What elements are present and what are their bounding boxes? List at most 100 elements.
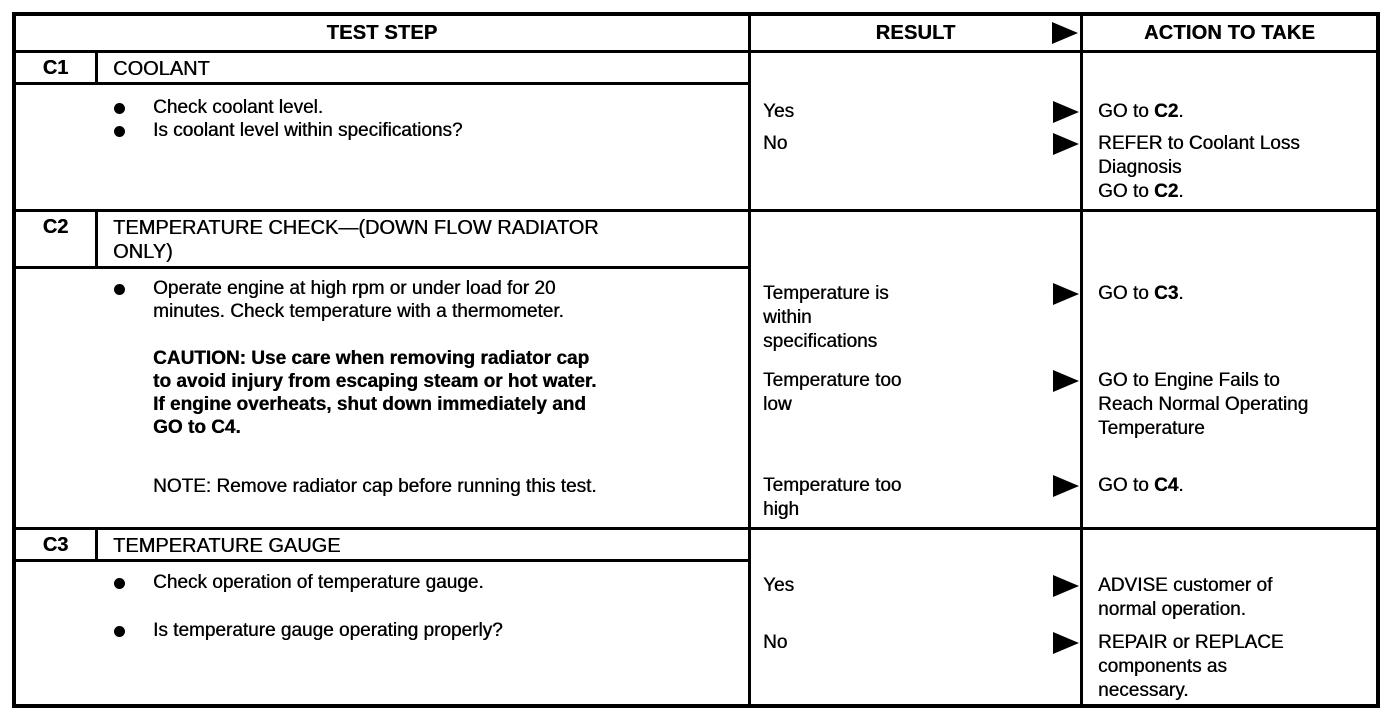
action-text-line: ADVISE customer of [1098, 575, 1273, 596]
bullet-icon [114, 284, 125, 295]
result-action-area: Temperature is within specifications GO to … [751, 212, 1376, 527]
result-text-line: Temperature is [763, 283, 889, 304]
result-arrow-icon [1053, 475, 1079, 497]
bullet-icon [114, 126, 125, 137]
bullet-text-line: Check operation of temperature gauge. [153, 572, 484, 593]
result-text-line: specifications [763, 331, 878, 352]
step-title: COOLANT [98, 53, 748, 82]
note-line: NOTE: Remove radiator cap before running… [153, 476, 597, 497]
bullet-item: Check coolant level. [16, 96, 748, 119]
step-title-row: C1 COOLANT [16, 53, 748, 85]
action-cell: ADVISE customer of normal operation. [1080, 574, 1376, 622]
note-text: NOTE: Remove radiator cap before running… [153, 475, 678, 498]
result-action-area: Yes ADVISE customer of normal operation. No… [751, 530, 1376, 704]
caution-line: to avoid injury from escaping steam or h… [153, 371, 597, 392]
bullet-text-line: Operate engine at high rpm or under load… [153, 278, 556, 299]
action-header-label: ACTION TO TAKE [1144, 21, 1315, 44]
action-text-line: REFER to Coolant Loss [1098, 133, 1300, 154]
bullet-icon [114, 626, 125, 637]
result-arrow-icon [1052, 22, 1078, 44]
step-title-line: TEMPERATURE CHECK—(DOWN FLOW RADIATOR [113, 217, 599, 239]
bullet-item: Operate engine at high rpm or under load… [16, 277, 748, 323]
action-text-line: REPAIR or REPLACE [1098, 632, 1284, 653]
bullet-item: Is temperature gauge operating properly? [16, 619, 748, 642]
result-cell: No [751, 631, 1080, 703]
result-cell: No [751, 132, 1080, 204]
result-cell: Temperature too high [751, 474, 1080, 522]
step-title-line: ONLY) [113, 241, 173, 263]
step-number: C3 [16, 530, 98, 559]
bullet-text: Check coolant level. [153, 96, 323, 119]
result-arrow-icon [1053, 101, 1079, 123]
result-cell: Yes [751, 574, 1080, 622]
bullet-text-line: Check coolant level. [153, 97, 324, 118]
column-header-result: RESULT [751, 16, 1083, 50]
result-action-pair: Temperature too high GO to C4. [751, 474, 1376, 522]
result-arrow-icon [1053, 283, 1079, 305]
bullet-icon [114, 103, 125, 114]
action-cell: GO to Engine Fails to Reach Normal Operat… [1080, 369, 1376, 441]
step-number: C1 [16, 53, 98, 82]
column-header-test-step: TEST STEP [16, 16, 751, 50]
action-text-line: GO to C2. [1098, 101, 1184, 122]
diagnostic-test-table: TEST STEP RESULT ACTION TO TAKE C1 COOLAN… [12, 12, 1380, 708]
result-cell: Temperature too low [751, 369, 1080, 441]
action-text-line: GO to C4. [1098, 475, 1184, 496]
bullet-text-line: minutes. Check temperature with a thermo… [153, 301, 564, 322]
result-text-line: high [763, 499, 799, 520]
bullet-text: Operate engine at high rpm or under load… [153, 277, 564, 323]
step-title-line: COOLANT [113, 58, 210, 80]
caution-line: CAUTION: Use care when removing radiator… [153, 348, 590, 369]
result-arrow-icon [1053, 632, 1079, 654]
action-cell: GO to C3. [1080, 282, 1376, 354]
section-row-c3: C3 TEMPERATURE GAUGE Check operation of te… [16, 530, 1376, 704]
action-cell: REFER to Coolant Loss Diagnosis GO to C2. [1080, 132, 1376, 204]
bullet-item: Check operation of temperature gauge. [16, 571, 748, 594]
result-text-line: low [763, 394, 792, 415]
result-text-line: within [763, 307, 812, 328]
action-cell: GO to C2. [1080, 100, 1376, 124]
column-header-action-to-take: ACTION TO TAKE [1083, 16, 1376, 50]
step-title: TEMPERATURE GAUGE [98, 530, 748, 559]
action-text-line: Reach Normal Operating [1098, 394, 1309, 415]
step-title: TEMPERATURE CHECK—(DOWN FLOW RADIATOR ONL… [98, 212, 748, 266]
result-text-line: Temperature too [763, 475, 902, 496]
action-cell: GO to C4. [1080, 474, 1376, 522]
test-step-cell: C2 TEMPERATURE CHECK—(DOWN FLOW RADIATOR O… [16, 212, 751, 527]
test-step-cell: C3 TEMPERATURE GAUGE Check operation of te… [16, 530, 751, 704]
result-text-line: Yes [763, 575, 794, 596]
action-text-line: GO to C3. [1098, 283, 1184, 304]
section-row-c2: C2 TEMPERATURE CHECK—(DOWN FLOW RADIATOR O… [16, 212, 1376, 530]
result-header-label: RESULT [875, 21, 956, 44]
bullet-text: Check operation of temperature gauge. [153, 571, 484, 594]
test-step-header-label: TEST STEP [326, 21, 438, 44]
bullet-text-line: Is temperature gauge operating properly? [153, 620, 503, 641]
result-arrow-icon [1053, 133, 1079, 155]
result-action-pair: Temperature is within specifications GO to … [751, 282, 1376, 354]
result-action-pair: Yes GO to C2. [751, 100, 1376, 124]
result-action-pair: No REPAIR or REPLACE components as necessar… [751, 631, 1376, 703]
result-text-line: No [763, 133, 788, 154]
bullet-icon [114, 578, 125, 589]
caution-line: GO to C4. [153, 417, 241, 438]
result-action-pair: No REFER to Coolant Loss Diagnosis GO to C2… [751, 132, 1376, 204]
caution-text: CAUTION: Use care when removing radiator… [153, 347, 678, 439]
step-body: Check coolant level. Is coolant level wit… [16, 85, 748, 209]
bullet-text: Is temperature gauge operating properly? [153, 619, 503, 642]
bullet-text-line: Is coolant level within specifications? [153, 120, 463, 141]
result-action-pair: Yes ADVISE customer of normal operation. [751, 574, 1376, 622]
step-title-row: C3 TEMPERATURE GAUGE [16, 530, 748, 562]
action-text-line: GO to C2. [1098, 181, 1184, 202]
result-action-pair: Temperature too low GO to Engine Fails to R… [751, 369, 1376, 441]
step-title-row: C2 TEMPERATURE CHECK—(DOWN FLOW RADIATOR O… [16, 212, 748, 269]
bullet-text: Is coolant level within specifications? [153, 119, 462, 142]
action-text-line: components as [1098, 656, 1227, 677]
result-cell: Yes [751, 100, 1080, 124]
action-text-line: Diagnosis [1098, 157, 1182, 178]
action-text-line: necessary. [1098, 680, 1189, 701]
result-text-line: Temperature too [763, 370, 902, 391]
action-cell: REPAIR or REPLACE components as necessary. [1080, 631, 1376, 703]
result-text-line: No [763, 632, 788, 653]
table-sections: C1 COOLANT Check coolant level. Is coolant … [16, 53, 1376, 704]
table-header-row: TEST STEP RESULT ACTION TO TAKE [16, 16, 1376, 53]
